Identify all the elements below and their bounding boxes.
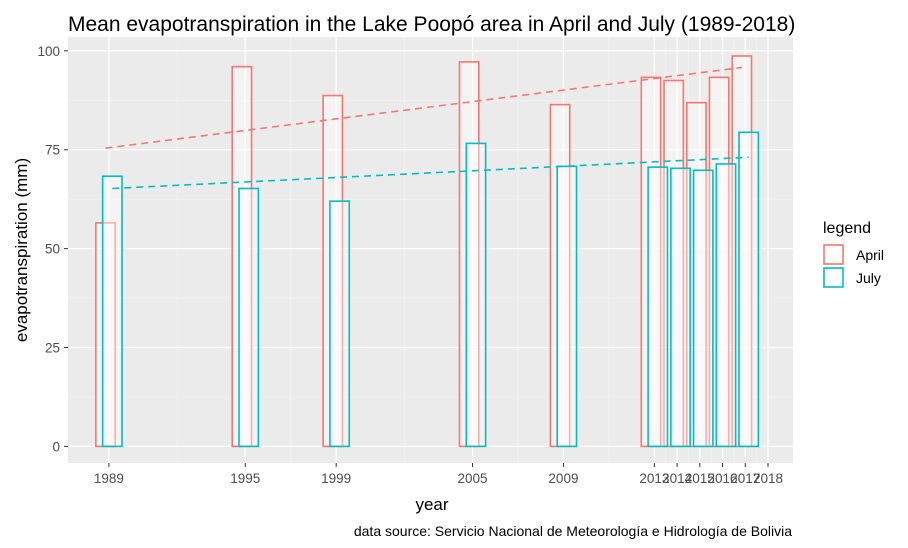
- x-tick-label: 2013: [639, 471, 669, 486]
- bar-july-2009: [556, 165, 578, 448]
- x-tick-label: 2017: [730, 471, 760, 486]
- y-axis: 0 25 50 75 100: [37, 44, 68, 454]
- x-tick-label: 1989: [94, 471, 124, 486]
- legend: legend April July: [823, 220, 884, 288]
- x-tick-label: 2016: [708, 471, 738, 486]
- x-tick-label: 2015: [685, 471, 715, 486]
- x-axis: 1989 1995 1999 2005 2009 20132014201520162017…: [94, 463, 783, 486]
- y-axis-title: evapotranspiration (mm): [12, 158, 31, 342]
- legend-label-april: April: [856, 247, 884, 263]
- legend-key-april: [823, 244, 844, 265]
- legend-label-july: July: [856, 270, 881, 286]
- x-tick-label: 1999: [321, 471, 351, 486]
- bar-july-1995: [238, 187, 260, 448]
- y-tick-label: 100: [37, 44, 60, 59]
- grid-lines: [68, 37, 793, 463]
- x-tick-label: 2009: [548, 471, 578, 486]
- legend-key-july: [823, 267, 844, 288]
- bar-july-1989: [101, 175, 123, 448]
- x-tick-label: 2005: [458, 471, 488, 486]
- x-tick-label: 1995: [230, 471, 260, 486]
- bar-july-1999: [329, 200, 351, 448]
- bar-july-2017: [738, 131, 760, 448]
- bar-july-2014: [670, 167, 691, 448]
- plot-panel: [68, 37, 793, 463]
- bar-july-2005: [465, 142, 487, 448]
- bar-july-2015: [692, 169, 714, 448]
- y-tick-label: 50: [45, 242, 60, 257]
- y-tick-label: 25: [45, 341, 60, 356]
- x-tick-label: 2014: [662, 471, 693, 486]
- trend-line-july: [112, 156, 749, 190]
- trend-line-april: [105, 66, 742, 149]
- bars: [95, 55, 760, 448]
- x-tick-label: 2018: [753, 471, 783, 486]
- x-axis-title: year: [415, 495, 448, 514]
- legend-title: legend: [823, 220, 871, 237]
- trend-lines: [105, 66, 749, 190]
- bar-july-2013: [647, 166, 669, 448]
- y-tick-label: 75: [45, 143, 60, 158]
- caption: data source: Servicio Nacional de Meteor…: [354, 523, 792, 539]
- y-tick-label: 0: [52, 439, 60, 454]
- bar-july-2016: [715, 163, 737, 448]
- chart-title: Mean evapotranspiration in the Lake Poop…: [68, 13, 795, 36]
